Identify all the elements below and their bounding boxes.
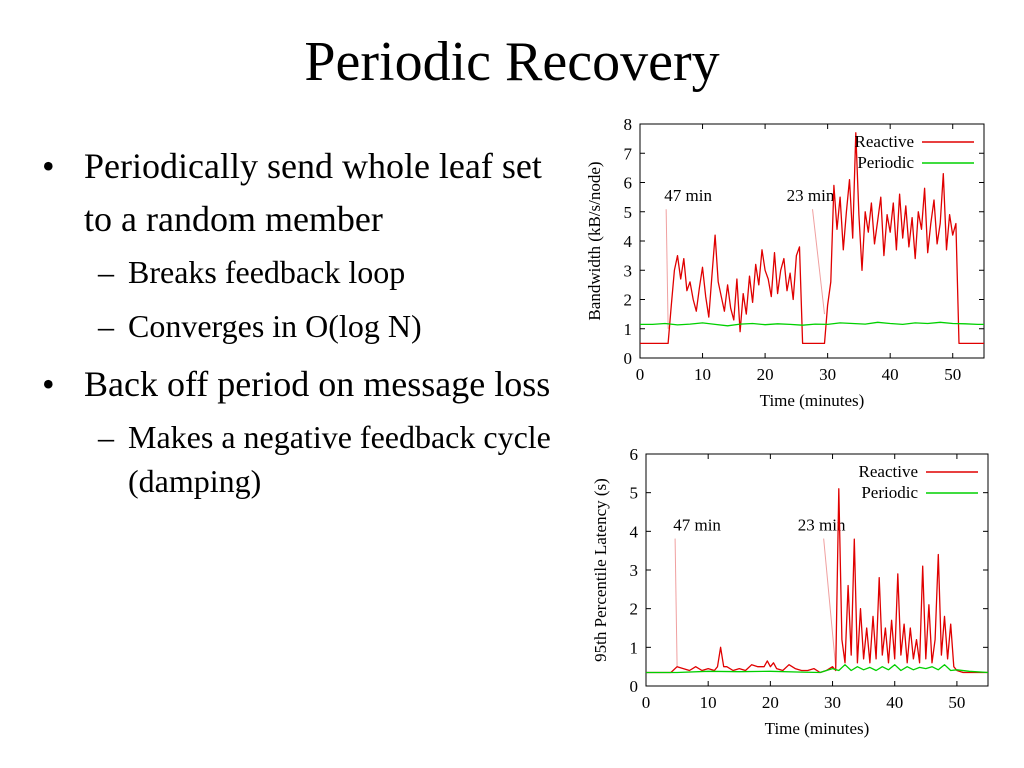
- bullet-text: Back off period on message loss: [84, 364, 551, 404]
- y-tick-label: 0: [630, 677, 639, 696]
- sub-bullet-symbol: –: [98, 419, 114, 455]
- x-tick-label: 50: [948, 693, 965, 712]
- series-line-periodic: [640, 321, 984, 327]
- y-tick-label: 1: [624, 320, 633, 339]
- sub-bullet-text: Converges in O(log N): [128, 308, 422, 344]
- annotation-pointer: [823, 538, 837, 667]
- annotation-pointer: [665, 209, 669, 329]
- sub-bullet-item: – Makes a negative feedback cycle (dampi…: [40, 415, 560, 503]
- y-axis-label: 95th Percentile Latency (s): [591, 478, 610, 662]
- latency-chart: 0 1 2 3 4 5 6 0 10 20 30 40 50 Time (minutes) 95th Per…: [591, 445, 989, 738]
- y-tick-label: 3: [630, 561, 639, 580]
- legend-label: Periodic: [857, 153, 914, 172]
- x-tick-label: 10: [700, 693, 717, 712]
- y-tick-label: 4: [630, 522, 639, 541]
- legend-label: Periodic: [861, 483, 918, 502]
- sub-bullet-text: Breaks feedback loop: [128, 254, 406, 290]
- x-tick-label: 40: [882, 365, 899, 384]
- sub-bullet-text: Makes a negative feedback cycle (damping…: [128, 419, 551, 499]
- bullet-symbol: •: [42, 146, 55, 186]
- annotation-label: 47 min: [664, 186, 712, 205]
- legend-label: Reactive: [859, 462, 918, 481]
- y-tick-label: 2: [630, 600, 639, 619]
- annotation-pointer: [674, 538, 678, 667]
- y-tick-label: 0: [624, 349, 633, 368]
- y-tick-label: 5: [624, 203, 633, 222]
- y-tick-label: 8: [624, 115, 633, 134]
- x-tick-label: 20: [762, 693, 779, 712]
- plot-frame: [645, 453, 989, 687]
- annotation-label: 23 min: [798, 516, 846, 535]
- y-tick-label: 4: [624, 232, 633, 251]
- y-axis-label: Bandwidth (kB/s/node): [585, 161, 604, 320]
- x-tick-label: 30: [824, 693, 841, 712]
- legend-label: Reactive: [855, 132, 914, 151]
- bullet-list: • Periodically send whole leaf set to a …: [40, 140, 560, 513]
- y-tick-label: 7: [624, 144, 633, 163]
- sub-bullet-item: – Converges in O(log N): [40, 304, 560, 348]
- y-tick-label: 1: [630, 638, 639, 657]
- y-tick-label: 5: [630, 484, 639, 503]
- x-tick-label: 30: [819, 365, 836, 384]
- x-tick-label: 20: [757, 365, 774, 384]
- annotation-label: 47 min: [673, 516, 721, 535]
- x-tick-label: 40: [886, 693, 903, 712]
- annotation-pointer: [812, 209, 826, 315]
- x-axis-label: Time (minutes): [765, 719, 870, 738]
- x-tick-label: 0: [636, 365, 645, 384]
- x-tick-label: 0: [642, 693, 651, 712]
- series-line-reactive: [646, 488, 988, 674]
- bullet-item: • Back off period on message loss: [40, 358, 560, 411]
- bullet-symbol: •: [42, 364, 55, 404]
- bullet-item: • Periodically send whole leaf set to a …: [40, 140, 560, 246]
- series-line-reactive: [640, 132, 984, 345]
- series-line-periodic: [646, 664, 989, 674]
- slide-title: Periodic Recovery: [304, 31, 720, 93]
- y-tick-label: 3: [624, 261, 633, 280]
- bandwidth-chart: 0 1 2 3 4 5 6 7 8 0 10 20 30 40 50 Time (minutes) Bandwi…: [585, 115, 985, 410]
- y-tick-label: 6: [630, 445, 639, 464]
- sub-bullet-symbol: –: [98, 308, 114, 344]
- y-tick-label: 2: [624, 291, 633, 310]
- x-axis-label: Time (minutes): [760, 391, 865, 410]
- sub-bullet-item: – Breaks feedback loop: [40, 250, 560, 294]
- x-tick-label: 10: [694, 365, 711, 384]
- bullet-text: Periodically send whole leaf set to a ra…: [84, 146, 542, 239]
- y-tick-label: 6: [624, 174, 633, 193]
- annotation-label: 23 min: [787, 186, 835, 205]
- sub-bullet-symbol: –: [98, 254, 114, 290]
- x-tick-label: 50: [944, 365, 961, 384]
